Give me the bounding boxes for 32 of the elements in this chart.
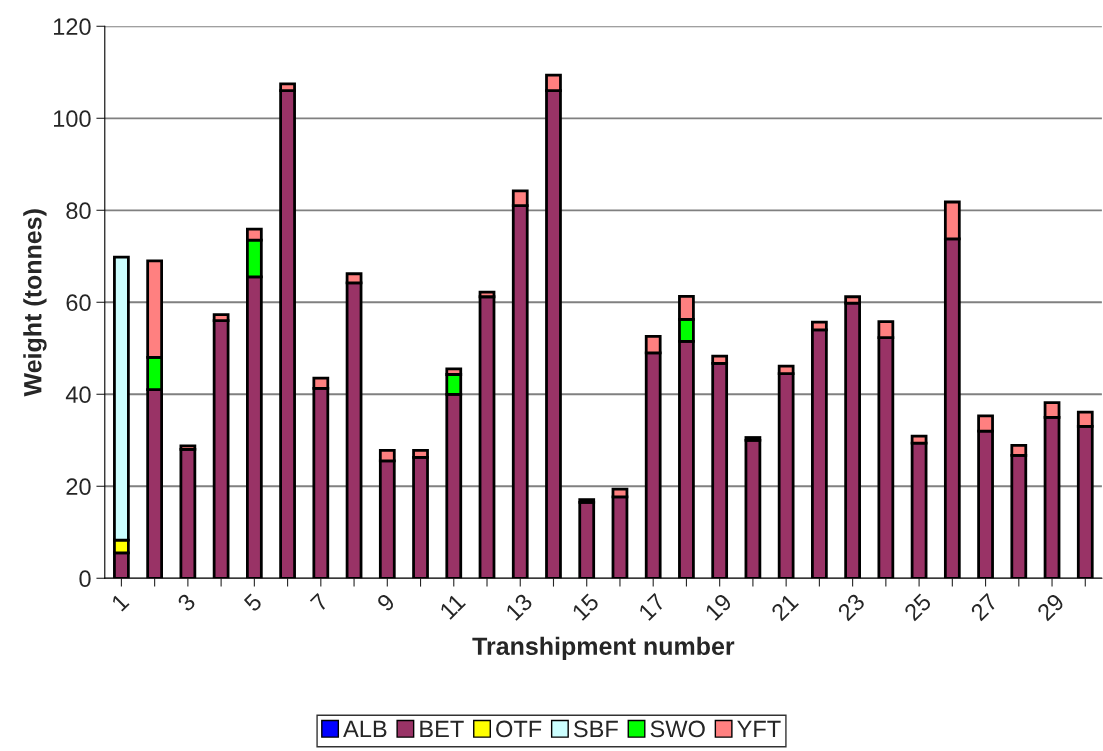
x-tick-label: 9	[376, 592, 396, 613]
legend-label: SWO	[650, 720, 705, 738]
y-tick-label: 120	[54, 18, 91, 36]
x-tick-label: 21	[770, 592, 799, 622]
legend-label: OTF	[496, 720, 542, 738]
y-tick-label: 100	[54, 110, 91, 128]
legend-label: YFT	[737, 720, 781, 738]
x-tick-label: 3	[176, 592, 197, 613]
x-tick-label: 13	[504, 592, 534, 622]
bar	[478, 295, 496, 579]
y-axis-title: Weight (tonnes)	[23, 209, 47, 397]
x-axis-title: Transhipment number	[472, 636, 735, 661]
x-tick-label: 29	[1036, 592, 1066, 622]
legend-label: SBF	[573, 720, 618, 738]
x-tick-label: 17	[638, 592, 666, 621]
x-tick-label: 1	[110, 592, 130, 612]
bar	[179, 448, 197, 579]
x-tick-label: 15	[571, 592, 600, 622]
x-tick-label: 27	[969, 592, 999, 622]
y-tick-label: 20	[66, 478, 91, 496]
y-tick-label: 40	[65, 386, 91, 404]
legend-label: ALB	[343, 720, 387, 738]
legend-label: BET	[420, 720, 464, 738]
x-tick-label: 23	[836, 592, 866, 622]
x-tick-label: 19	[704, 592, 733, 622]
x-tick-label: 25	[903, 592, 933, 622]
x-tick-label: 7	[309, 592, 329, 612]
y-tick-label: 0	[79, 570, 91, 588]
y-tick-label: 60	[66, 294, 91, 312]
x-tick-label: 11	[439, 592, 466, 620]
x-tick-label: 5	[243, 592, 263, 613]
y-tick-label: 80	[66, 202, 91, 220]
